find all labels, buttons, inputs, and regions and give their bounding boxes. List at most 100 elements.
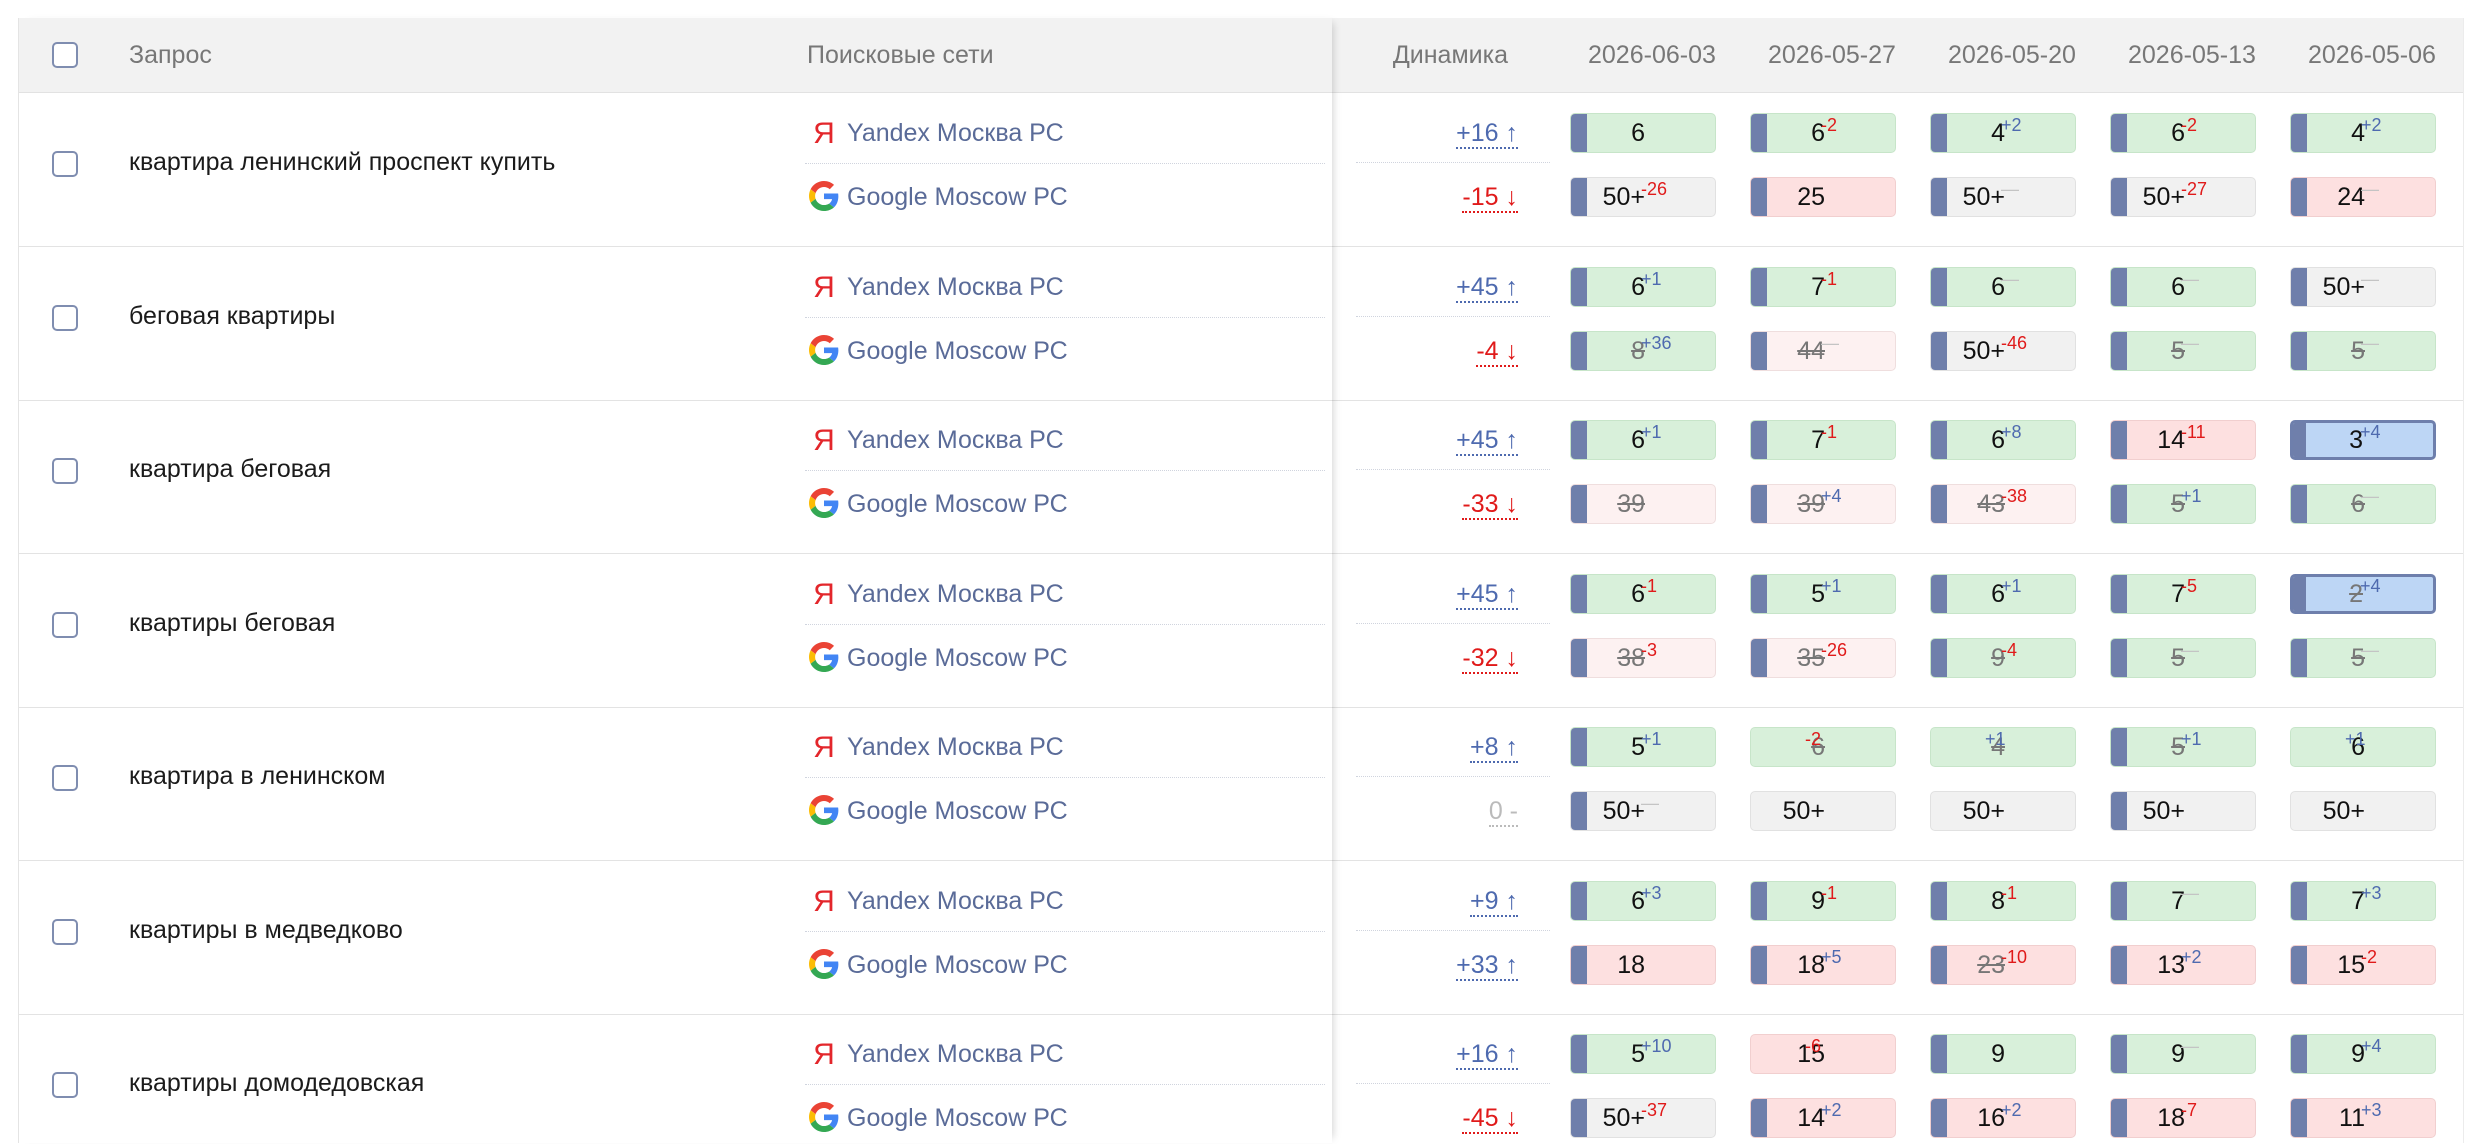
engine-name[interactable]: Google Moscow РС xyxy=(847,490,1068,518)
query-text[interactable]: квартиры в медведково xyxy=(129,915,403,944)
position-cell[interactable]: 4 +2 xyxy=(1930,113,2076,153)
position-cell[interactable]: 50+ — xyxy=(1570,791,1716,831)
position-cell[interactable]: 6 +1 xyxy=(1930,573,2076,614)
position-cell[interactable]: 50+ xyxy=(1930,791,2076,831)
query-text[interactable]: беговая квартиры xyxy=(129,301,336,330)
row-checkbox[interactable] xyxy=(52,458,78,484)
query-text[interactable]: квартиры беговая xyxy=(129,608,336,637)
engine-name[interactable]: Yandex Москва РС xyxy=(847,272,1064,301)
dynamics-value[interactable]: +45 ↑ xyxy=(1356,564,1550,624)
row-checkbox[interactable] xyxy=(52,1072,78,1098)
position-cell[interactable]: 6— xyxy=(2110,266,2256,307)
position-cell[interactable]: 7 -5 xyxy=(2110,573,2256,614)
position-cell[interactable]: 5— xyxy=(2110,637,2256,678)
position-cell[interactable]: 50+ -46 xyxy=(1930,330,2076,371)
position-cell[interactable]: 15 -6 xyxy=(1750,1034,1896,1074)
position-cell[interactable]: 18 xyxy=(1570,944,1716,985)
position-cell[interactable]: 9 xyxy=(1930,1034,2076,1074)
position-cell[interactable]: 9 -4 xyxy=(1930,637,2076,678)
position-cell[interactable]: 50+ xyxy=(1750,791,1896,831)
position-cell[interactable]: 24— xyxy=(2290,177,2436,217)
engine-name[interactable]: Google Moscow РС xyxy=(847,950,1068,979)
dynamics-value[interactable]: -15 ↓ xyxy=(1356,167,1550,227)
row-checkbox[interactable] xyxy=(52,765,78,791)
position-cell[interactable]: 6 +8 xyxy=(1930,420,2076,460)
date-column-header[interactable]: 2026-05-20 xyxy=(1948,41,2076,69)
engine-name[interactable]: Google Moscow РС xyxy=(847,643,1068,672)
dynamics-column-header[interactable]: Динамика xyxy=(1392,41,1508,69)
position-cell[interactable]: 50+ -27 xyxy=(2110,177,2256,217)
position-cell[interactable]: 50+ -37 xyxy=(1570,1098,1716,1138)
position-cell[interactable]: 5— xyxy=(2110,330,2256,371)
position-cell[interactable]: 11 +3 xyxy=(2290,1098,2436,1138)
position-cell[interactable]: 9 +4 xyxy=(2290,1034,2436,1074)
position-cell[interactable]: 7 -1 xyxy=(1750,266,1896,307)
position-cell[interactable]: 5 +1 xyxy=(2110,484,2256,524)
dynamics-value[interactable]: +45 ↑ xyxy=(1356,410,1550,470)
dynamics-value[interactable]: +45 ↑ xyxy=(1356,257,1550,317)
position-cell[interactable]: 16 +2 xyxy=(1930,1098,2076,1138)
position-cell[interactable]: 15 -2 xyxy=(2290,944,2436,985)
position-cell[interactable]: 43 -38 xyxy=(1930,484,2076,524)
query-text[interactable]: квартира беговая xyxy=(129,455,332,483)
engine-name[interactable]: Yandex Москва РС xyxy=(847,119,1064,147)
row-checkbox[interactable] xyxy=(52,151,78,177)
position-cell[interactable]: 3 +4 xyxy=(2290,420,2436,460)
position-cell[interactable]: 8 -1 xyxy=(1930,880,2076,921)
engine-name[interactable]: Yandex Москва РС xyxy=(847,733,1064,761)
position-cell[interactable]: 50+ -26 xyxy=(1570,177,1716,217)
position-cell[interactable]: 9— xyxy=(2110,1034,2256,1074)
date-column-header[interactable]: 2026-05-27 xyxy=(1768,41,1896,69)
engine-name[interactable]: Yandex Москва РС xyxy=(847,426,1064,454)
query-column-header[interactable]: Запрос xyxy=(129,41,212,69)
position-cell[interactable]: 50+ — xyxy=(1930,177,2076,217)
position-cell[interactable]: 6 -2 xyxy=(2110,113,2256,153)
dynamics-value[interactable]: +16 ↑ xyxy=(1356,103,1550,163)
position-cell[interactable]: 9 -1 xyxy=(1750,880,1896,921)
date-column-header[interactable]: 2026-05-06 xyxy=(2308,41,2436,69)
position-cell[interactable]: 6— xyxy=(2290,484,2436,524)
position-cell[interactable]: 50+ xyxy=(2290,791,2436,831)
position-cell[interactable]: 14 +2 xyxy=(1750,1098,1896,1138)
query-text[interactable]: квартира в ленинском xyxy=(129,762,386,790)
dynamics-value[interactable]: -32 ↓ xyxy=(1356,628,1550,688)
position-cell[interactable]: 39 xyxy=(1570,484,1716,524)
position-cell[interactable]: 5 +1 xyxy=(1570,727,1716,767)
position-cell[interactable]: 4 +2 xyxy=(2290,113,2436,153)
dynamics-value[interactable]: +16 ↑ xyxy=(1356,1024,1550,1084)
position-cell[interactable]: 6— xyxy=(1930,266,2076,307)
position-cell[interactable]: 4 +1 xyxy=(1930,727,2076,767)
position-cell[interactable]: 7 +3 xyxy=(2290,880,2436,921)
query-text[interactable]: квартиры домодедовская xyxy=(129,1069,425,1097)
position-cell[interactable]: 14 -11 xyxy=(2110,420,2256,460)
position-cell[interactable]: 6 xyxy=(1570,113,1716,153)
query-text[interactable]: квартира ленинский проспект купить xyxy=(129,148,556,176)
position-cell[interactable]: 13 +2 xyxy=(2110,944,2256,985)
position-cell[interactable]: 18 +5 xyxy=(1750,944,1896,985)
engine-name[interactable]: Google Moscow РС xyxy=(847,336,1068,365)
position-cell[interactable]: 5 +1 xyxy=(2110,727,2256,767)
position-cell[interactable]: 44— xyxy=(1750,330,1896,371)
position-cell[interactable]: 8 +36 xyxy=(1570,330,1716,371)
date-column-header[interactable]: 2026-05-13 xyxy=(2128,41,2256,69)
position-cell[interactable]: 6 +1 xyxy=(1570,420,1716,460)
position-cell[interactable]: 7 -1 xyxy=(1750,420,1896,460)
position-cell[interactable]: 6 +1 xyxy=(2290,727,2436,767)
position-cell[interactable]: 39 +4 xyxy=(1750,484,1896,524)
engine-name[interactable]: Yandex Москва РС xyxy=(847,579,1064,608)
dynamics-value[interactable]: -33 ↓ xyxy=(1356,474,1550,534)
engine-name[interactable]: Google Moscow РС xyxy=(847,183,1068,211)
row-checkbox[interactable] xyxy=(52,304,78,331)
position-cell[interactable]: 6 -1 xyxy=(1570,573,1716,614)
date-column-header[interactable]: 2026-06-03 xyxy=(1588,41,1716,69)
position-cell[interactable]: 23 -10 xyxy=(1930,944,2076,985)
position-cell[interactable]: 5 +1 xyxy=(1750,573,1896,614)
position-cell[interactable]: 50+ — xyxy=(2290,266,2436,307)
position-cell[interactable]: 18 -7 xyxy=(2110,1098,2256,1138)
position-cell[interactable]: 5 +10 xyxy=(1570,1034,1716,1074)
engine-name[interactable]: Google Moscow РС xyxy=(847,1104,1068,1132)
position-cell[interactable]: 6 -2 xyxy=(1750,727,1896,767)
engine-name[interactable]: Yandex Москва РС xyxy=(847,1040,1064,1068)
engine-name[interactable]: Google Moscow РС xyxy=(847,797,1068,825)
dynamics-value[interactable]: +33 ↑ xyxy=(1356,935,1550,995)
